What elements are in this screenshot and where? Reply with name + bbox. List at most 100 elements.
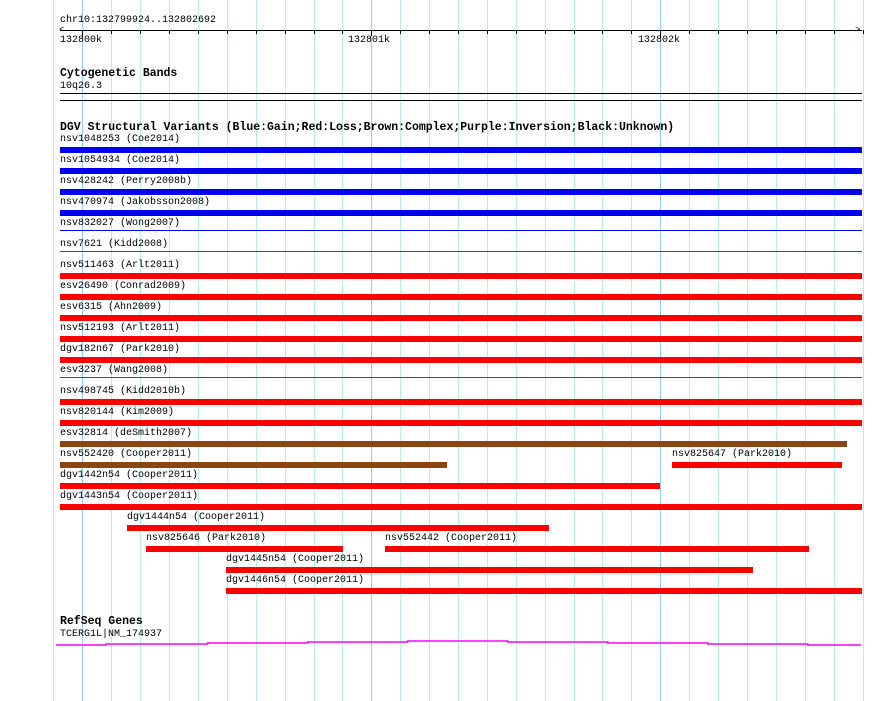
variant-bar-gain[interactable] [60, 230, 862, 231]
variant-label[interactable]: nsv1048253 (Coe2014) [60, 134, 181, 145]
variant-label[interactable]: esv26490 (Conrad2009) [60, 281, 187, 292]
grid-line [285, 0, 286, 701]
grid-line [169, 0, 170, 701]
variant-bar-gain[interactable] [60, 147, 862, 153]
grid-line [516, 0, 517, 701]
ruler-tick-label: 132802k [638, 35, 681, 46]
variant-bar-complex[interactable] [60, 462, 447, 468]
ruler-tick [458, 30, 459, 34]
variant-bar-loss[interactable] [60, 273, 862, 279]
variant-label[interactable]: nsv470974 (Jakobsson2008) [60, 197, 211, 208]
variant-label[interactable]: nsv832027 (Wong2007) [60, 218, 181, 229]
variant-bar-loss[interactable] [60, 251, 862, 252]
grid-line [371, 0, 372, 701]
variant-bar-loss[interactable] [60, 420, 862, 426]
grid-line [718, 0, 719, 701]
variant-bar-gain[interactable] [60, 168, 862, 174]
variant-bar-loss[interactable] [146, 546, 343, 552]
variant-bar-loss[interactable] [60, 399, 862, 405]
variant-bar-loss[interactable] [60, 377, 862, 378]
variant-label[interactable]: dgv1445n54 (Cooper2011) [226, 554, 365, 565]
variant-label[interactable]: nsv428242 (Perry2008b) [60, 176, 193, 187]
grid-line [198, 0, 199, 701]
variant-label[interactable]: nsv825646 (Park2010) [146, 533, 267, 544]
grid-line [863, 0, 864, 701]
variant-label[interactable]: nsv820144 (Kim2009) [60, 407, 175, 418]
variant-bar-loss[interactable] [60, 483, 660, 489]
grid-line [487, 0, 488, 701]
ruler-tick [834, 30, 835, 34]
variant-label[interactable]: nsv1054934 (Coe2014) [60, 155, 181, 166]
variant-label[interactable]: nsv552442 (Cooper2011) [385, 533, 518, 544]
variant-bar-loss[interactable] [127, 525, 549, 531]
grid-line [227, 0, 228, 701]
variant-bar-loss[interactable] [385, 546, 809, 552]
track-title: Cytogenetic Bands [60, 67, 178, 80]
variant-label[interactable]: nsv498745 (Kidd2010b) [60, 386, 187, 397]
ruler-tick [660, 30, 661, 36]
grid-line [256, 0, 257, 701]
ruler-tick-label: 132800k [60, 35, 103, 46]
scroll-right-arrow-icon[interactable]: > [855, 25, 861, 35]
variant-bar-loss[interactable] [60, 504, 862, 510]
variant-label[interactable]: dgv1443n54 (Cooper2011) [60, 491, 199, 502]
ruler-tick [689, 30, 690, 34]
variant-label[interactable]: esv3237 (Wang2008) [60, 365, 169, 376]
variant-label[interactable]: nsv512193 (Arlt2011) [60, 323, 181, 334]
ruler-tick [574, 30, 575, 34]
variant-bar-loss[interactable] [60, 336, 862, 342]
grid-line [111, 0, 112, 701]
gene-label[interactable]: TCERG1L|NM_174937 [60, 629, 163, 640]
grid-line [631, 0, 632, 701]
grid-line [314, 0, 315, 701]
variant-bar-loss[interactable] [672, 462, 842, 468]
grid-line [574, 0, 575, 701]
grid-line [140, 0, 141, 701]
grid-line [53, 0, 54, 701]
variant-bar-loss[interactable] [226, 588, 862, 594]
ruler-tick [516, 30, 517, 34]
grid-line [776, 0, 777, 701]
grid-line [689, 0, 690, 701]
ruler-tick [371, 30, 372, 36]
grid-line [400, 0, 401, 701]
ruler-tick [863, 30, 864, 34]
variant-bar-complex[interactable] [60, 441, 847, 447]
cytoband-label[interactable]: 10q26.3 [60, 81, 103, 92]
variant-bar-loss[interactable] [60, 315, 862, 321]
variant-bar-loss[interactable] [226, 567, 753, 573]
ruler-tick [776, 30, 777, 34]
grid-line [82, 0, 83, 701]
grid-line [660, 0, 661, 701]
ruler-axis [60, 30, 862, 31]
variant-label[interactable]: nsv7621 (Kidd2008) [60, 239, 169, 250]
variant-bar-gain[interactable] [60, 210, 862, 216]
grid-line [458, 0, 459, 701]
variant-label[interactable]: dgv182n67 (Park2010) [60, 344, 181, 355]
variant-label[interactable]: dgv1444n54 (Cooper2011) [127, 512, 266, 523]
grid-line [342, 0, 343, 701]
ruler-tick [285, 30, 286, 34]
variant-label[interactable]: dgv1442n54 (Cooper2011) [60, 470, 199, 481]
variant-bar-loss[interactable] [60, 357, 862, 363]
variant-label[interactable]: nsv511463 (Arlt2011) [60, 260, 181, 271]
ruler-tick [111, 30, 112, 34]
gene-intron-line[interactable] [56, 640, 861, 646]
variant-label[interactable]: nsv552420 (Cooper2011) [60, 449, 193, 460]
variant-bar-loss[interactable] [60, 294, 862, 300]
ruler-tick [487, 30, 488, 34]
ruler-tick [429, 30, 430, 34]
variant-label[interactable]: esv32814 (deSmith2007) [60, 428, 193, 439]
region-label: chr10:132799924..132802692 [60, 15, 217, 26]
variant-bar-gain[interactable] [60, 189, 862, 195]
ruler-tick [256, 30, 257, 34]
variant-label[interactable]: dgv1446n54 (Cooper2011) [226, 575, 365, 586]
variant-label[interactable]: nsv825647 (Park2010) [672, 449, 793, 460]
variant-label[interactable]: esv6315 (Ahn2009) [60, 302, 163, 313]
grid-line [747, 0, 748, 701]
cytoband-line [60, 93, 862, 94]
ruler-tick [227, 30, 228, 34]
grid-line [545, 0, 546, 701]
scroll-left-arrow-icon[interactable]: < [59, 25, 65, 35]
